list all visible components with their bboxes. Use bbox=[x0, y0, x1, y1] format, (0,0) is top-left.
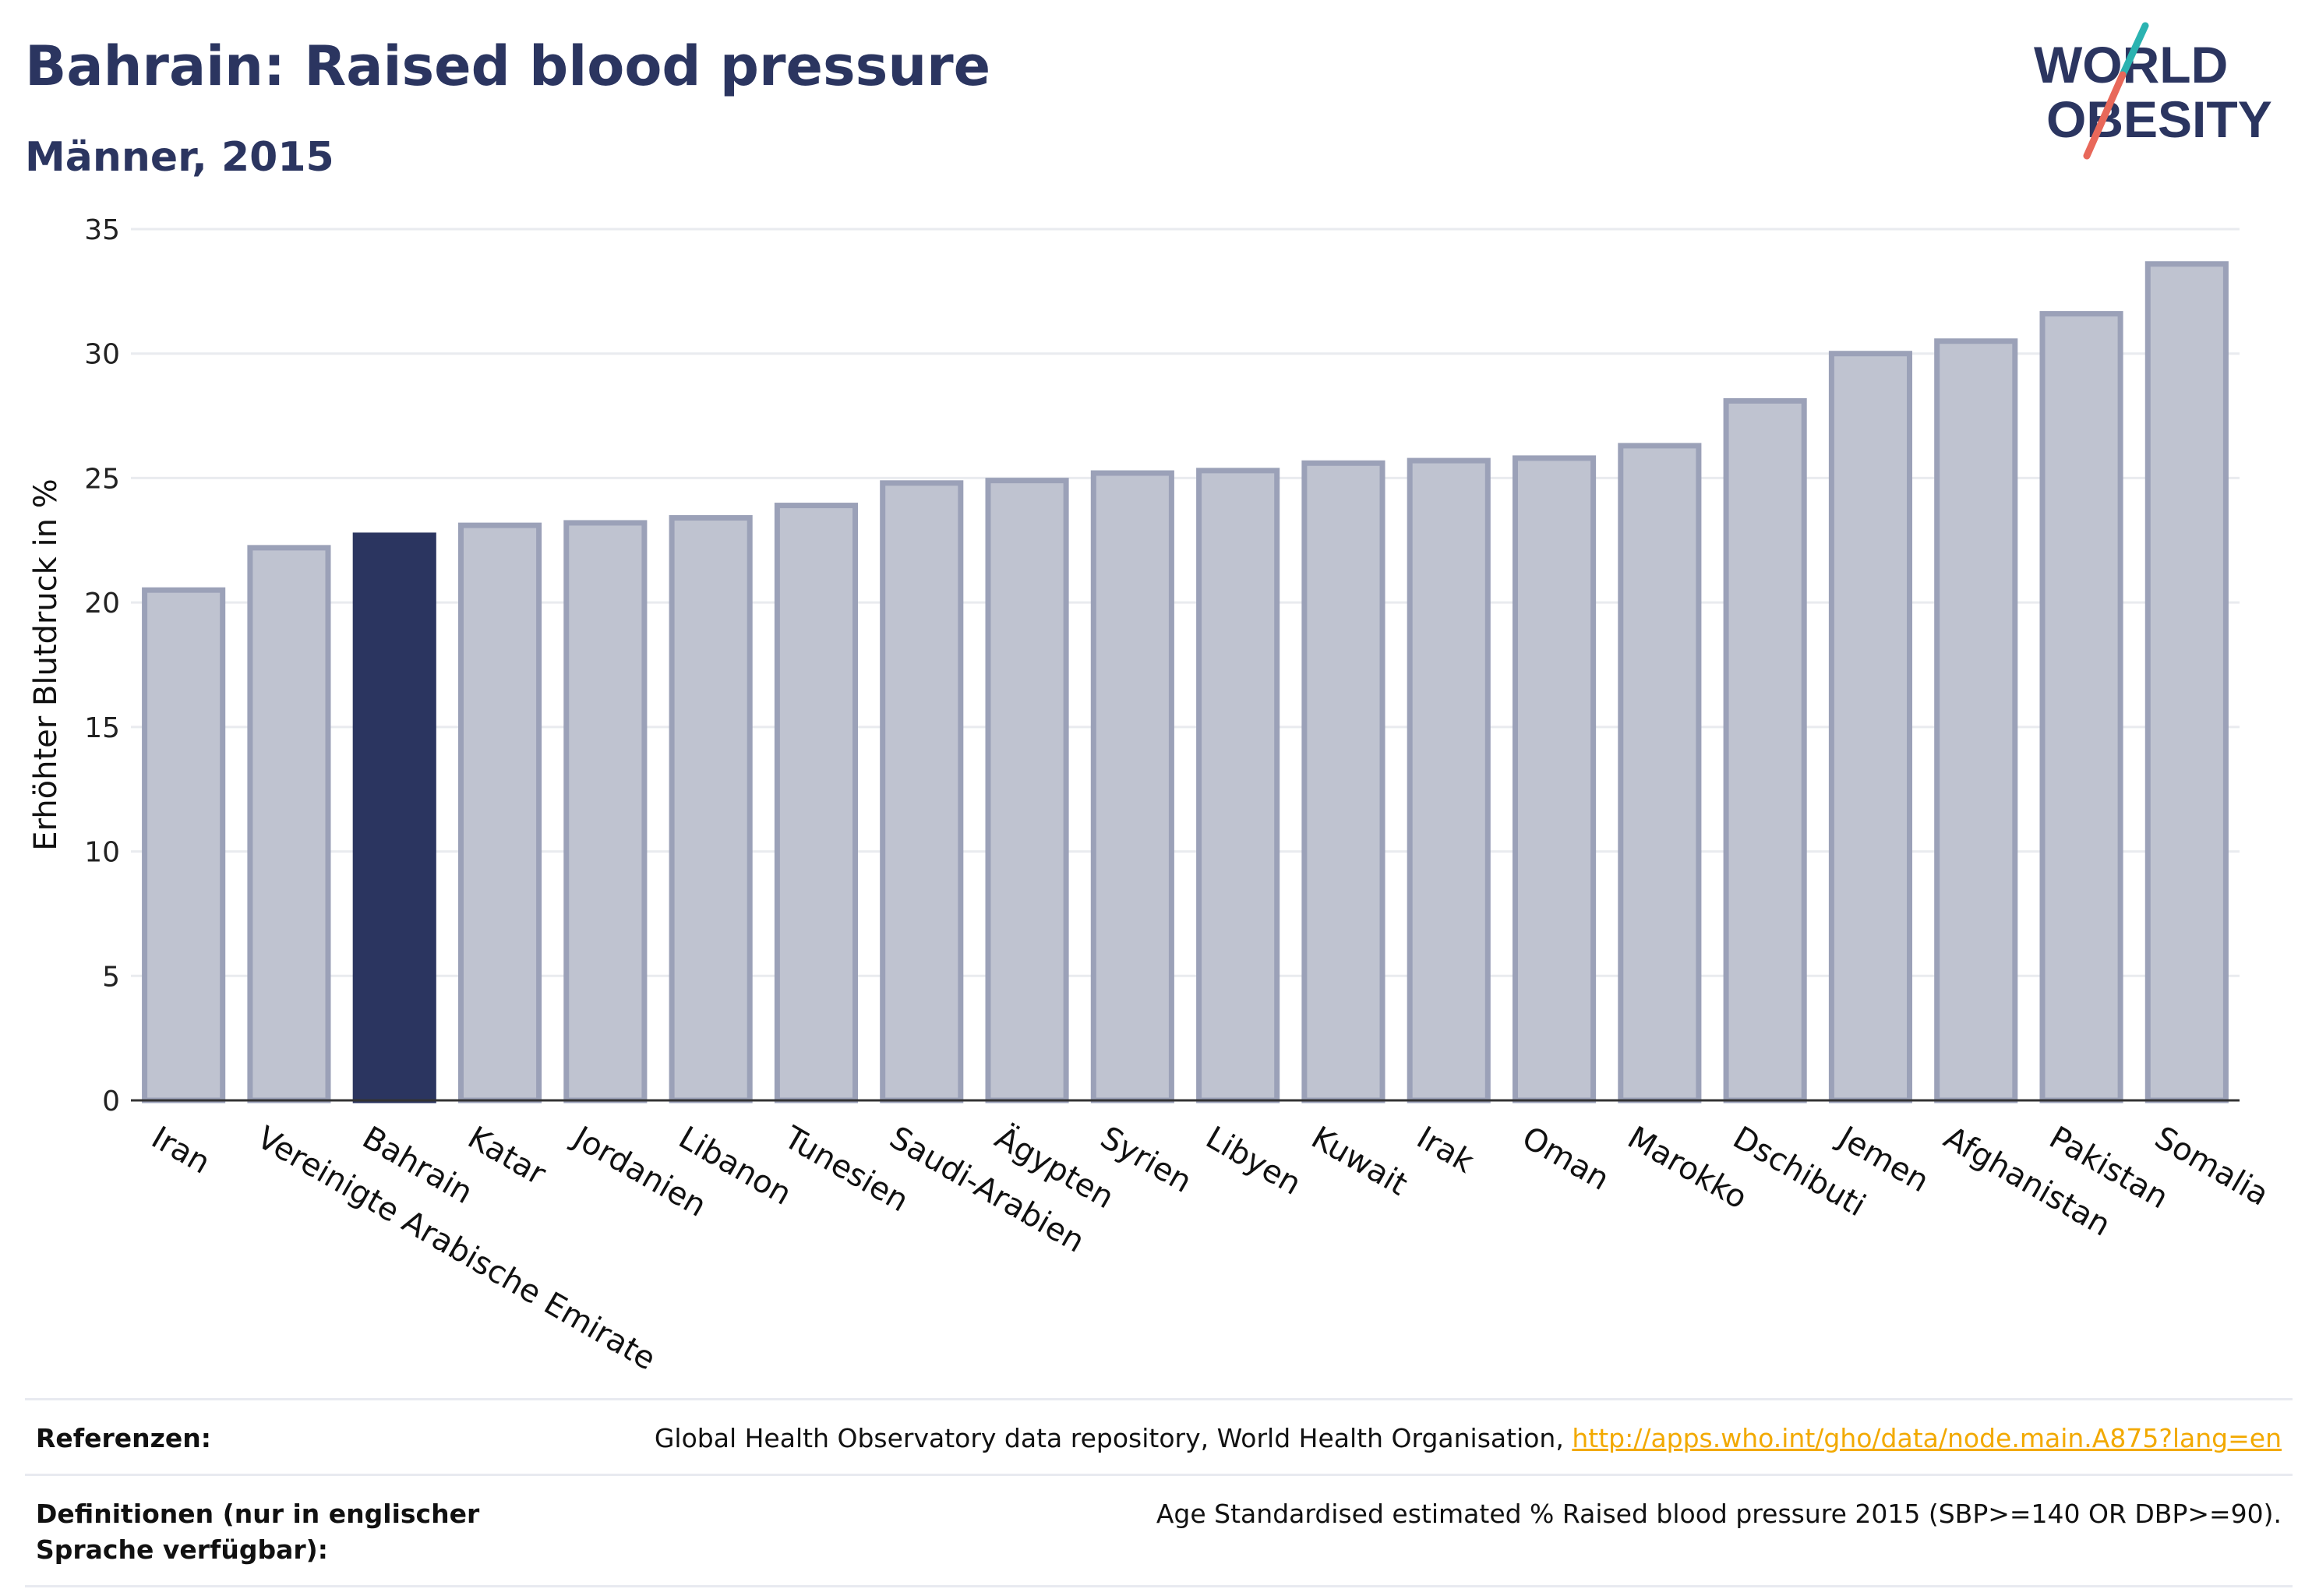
bar-dschibuti[interactable] bbox=[1723, 397, 1807, 1103]
chart-title: Bahrain: Raised blood pressure bbox=[25, 34, 991, 98]
bar-oman[interactable] bbox=[1512, 455, 1597, 1103]
definitions-row: Definitionen (nur in englischer Sprache … bbox=[25, 1476, 2293, 1587]
y-tick-label: 0 bbox=[102, 1086, 120, 1118]
y-tick-label: 5 bbox=[102, 961, 120, 993]
bar-libanon[interactable] bbox=[669, 515, 753, 1103]
bar-katar[interactable] bbox=[457, 522, 542, 1103]
y-tick-label: 30 bbox=[84, 339, 120, 371]
y-axis-title: Erhöhter Blutdruck in % bbox=[28, 478, 64, 850]
references-link[interactable]: http://apps.who.int/gho/data/node.main.A… bbox=[1572, 1423, 2282, 1453]
bar-chart: 0 5 10 15 20 25 30 35 Iran Vereinigte Arabische … bbox=[28, 214, 2275, 1378]
bars bbox=[142, 261, 2229, 1103]
y-tick-label: 10 bbox=[84, 837, 120, 869]
bar-somalia[interactable] bbox=[2144, 261, 2229, 1103]
logo-slash-top bbox=[2119, 22, 2149, 79]
references-value: Global Health Observatory data repositor… bbox=[655, 1421, 2282, 1457]
bar-tunesien[interactable] bbox=[774, 503, 859, 1103]
bar-irak[interactable] bbox=[1407, 457, 1491, 1103]
bar-jordanien[interactable] bbox=[563, 520, 648, 1103]
bar-libyen[interactable] bbox=[1196, 468, 1280, 1103]
x-tick-label: Marokko bbox=[1622, 1120, 1753, 1216]
y-axis-ticks: 0 5 10 15 20 25 30 35 bbox=[84, 214, 120, 1118]
y-tick-label: 20 bbox=[84, 588, 120, 620]
bar-saudi-arabien[interactable] bbox=[880, 480, 964, 1103]
x-tick-label: Libyen bbox=[1200, 1120, 1308, 1202]
bar-vereinigte-arabische-emirate[interactable] bbox=[247, 545, 331, 1103]
world-obesity-logo: WORLD OBESITY bbox=[2034, 22, 2299, 162]
y-tick-label: 25 bbox=[84, 463, 120, 495]
y-tick-label: 35 bbox=[84, 214, 120, 246]
chart-subtitle: Männer, 2015 bbox=[25, 134, 334, 181]
world-obesity-logo-graphic: WORLD OBESITY bbox=[2034, 22, 2272, 160]
logo-slash-bottom bbox=[2083, 71, 2127, 160]
definitions-label: Definitionen (nur in englischer Sprache … bbox=[36, 1499, 480, 1565]
bar-kuwait[interactable] bbox=[1301, 460, 1385, 1103]
x-tick-label: Oman bbox=[1516, 1120, 1615, 1198]
references-row: Referenzen: Global Health Observatory da… bbox=[25, 1400, 2293, 1476]
bar-ägypten[interactable] bbox=[985, 478, 1069, 1103]
x-tick-label: Somalia bbox=[2148, 1120, 2275, 1213]
bar-iran[interactable] bbox=[142, 587, 226, 1103]
bar-marokko[interactable] bbox=[1618, 443, 1702, 1103]
references-text: Global Health Observatory data repositor… bbox=[654, 1423, 1564, 1453]
x-axis-labels: Iran Vereinigte Arabische EmirateBahrainK… bbox=[146, 1118, 2275, 1378]
y-tick-label: 15 bbox=[84, 712, 120, 744]
bar-pakistan[interactable] bbox=[2039, 311, 2123, 1103]
grid-lines bbox=[131, 228, 2240, 977]
x-tick-label: Kuwait bbox=[1305, 1120, 1414, 1203]
bar-afghanistan[interactable] bbox=[1934, 338, 2018, 1103]
bar-syrien[interactable] bbox=[1090, 470, 1174, 1103]
logo-line2: OBESITY bbox=[2046, 90, 2272, 148]
references-label: Referenzen: bbox=[36, 1423, 211, 1453]
x-tick-label: Irak bbox=[1410, 1120, 1480, 1181]
bar-jemen[interactable] bbox=[1828, 351, 1913, 1103]
bar-bahrain[interactable] bbox=[352, 532, 436, 1103]
definitions-value: Age Standardised estimated % Raised bloo… bbox=[1156, 1499, 2282, 1529]
footer: Referenzen: Global Health Observatory da… bbox=[25, 1398, 2293, 1587]
x-tick-label: Iran bbox=[146, 1120, 217, 1181]
